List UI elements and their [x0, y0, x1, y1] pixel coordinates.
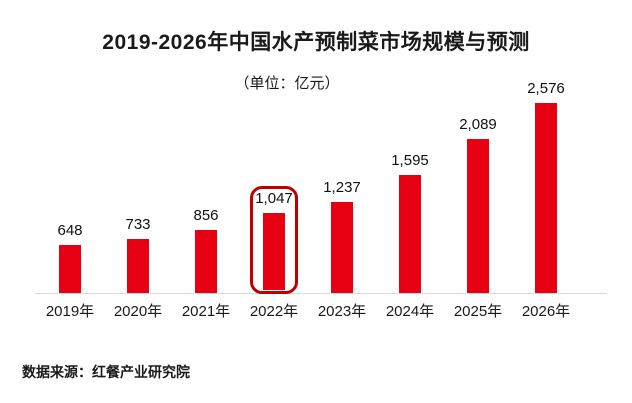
bar	[127, 239, 149, 293]
bar-column: 1,047	[240, 186, 308, 294]
bar-group: 2,576	[527, 80, 565, 293]
bar-value-label: 856	[193, 207, 219, 224]
x-axis-line	[35, 293, 607, 294]
x-axis-label: 2020年	[113, 303, 163, 320]
x-axis-label: 2025年	[453, 303, 503, 320]
bar	[398, 175, 421, 293]
chart-title: 2019-2026年中国水产预制菜市场规模与预测	[102, 31, 530, 54]
bar-value-label: 1,595	[391, 152, 429, 169]
x-axis-label: 2023年	[317, 303, 367, 320]
bar-group: 1,595	[391, 152, 429, 293]
bar-group: 856	[193, 207, 219, 293]
source-note: 数据来源：红餐产业研究院	[22, 364, 190, 380]
bar	[59, 245, 81, 293]
bar	[466, 139, 489, 293]
x-axis-label: 2021年	[181, 303, 231, 320]
bar-value-label: 2,576	[527, 80, 565, 97]
x-axis-labels: 2019年 2020年 2021年 2022年 2023年 2024年 2025年 2026年	[36, 302, 580, 322]
bar-value-label: 648	[57, 222, 83, 239]
x-axis-label: 2019年	[45, 303, 95, 320]
bar	[534, 103, 557, 293]
bar-column: 2,576	[512, 80, 580, 293]
bar-group: 648	[57, 222, 83, 293]
bar	[262, 213, 285, 290]
bar	[195, 230, 217, 293]
bar-group: 733	[125, 216, 151, 293]
bar-column: 2,089	[444, 116, 512, 293]
bars-container: 648 733 856 1,047 1,237 1,595 2,089 2,576	[36, 80, 580, 294]
bar-column: 733	[104, 216, 172, 293]
bar-group: 2,089	[459, 116, 497, 293]
chart-unit-label: （单位：亿元）	[234, 75, 340, 92]
bar-group: 1,237	[323, 179, 361, 293]
bar	[330, 202, 353, 293]
bar-column: 856	[172, 207, 240, 293]
x-axis-label: 2024年	[385, 303, 435, 320]
bar-column: 1,595	[376, 152, 444, 293]
bar-column: 648	[36, 222, 104, 293]
bar-group-highlighted: 1,047	[250, 186, 298, 294]
bar-value-label: 1,047	[255, 190, 293, 207]
bar-value-label: 1,237	[323, 179, 361, 196]
x-axis-label: 2026年	[521, 303, 571, 320]
bar-value-label: 733	[125, 216, 151, 233]
bar-column: 1,237	[308, 179, 376, 293]
bar-value-label: 2,089	[459, 116, 497, 133]
x-axis-label: 2022年	[249, 303, 299, 320]
